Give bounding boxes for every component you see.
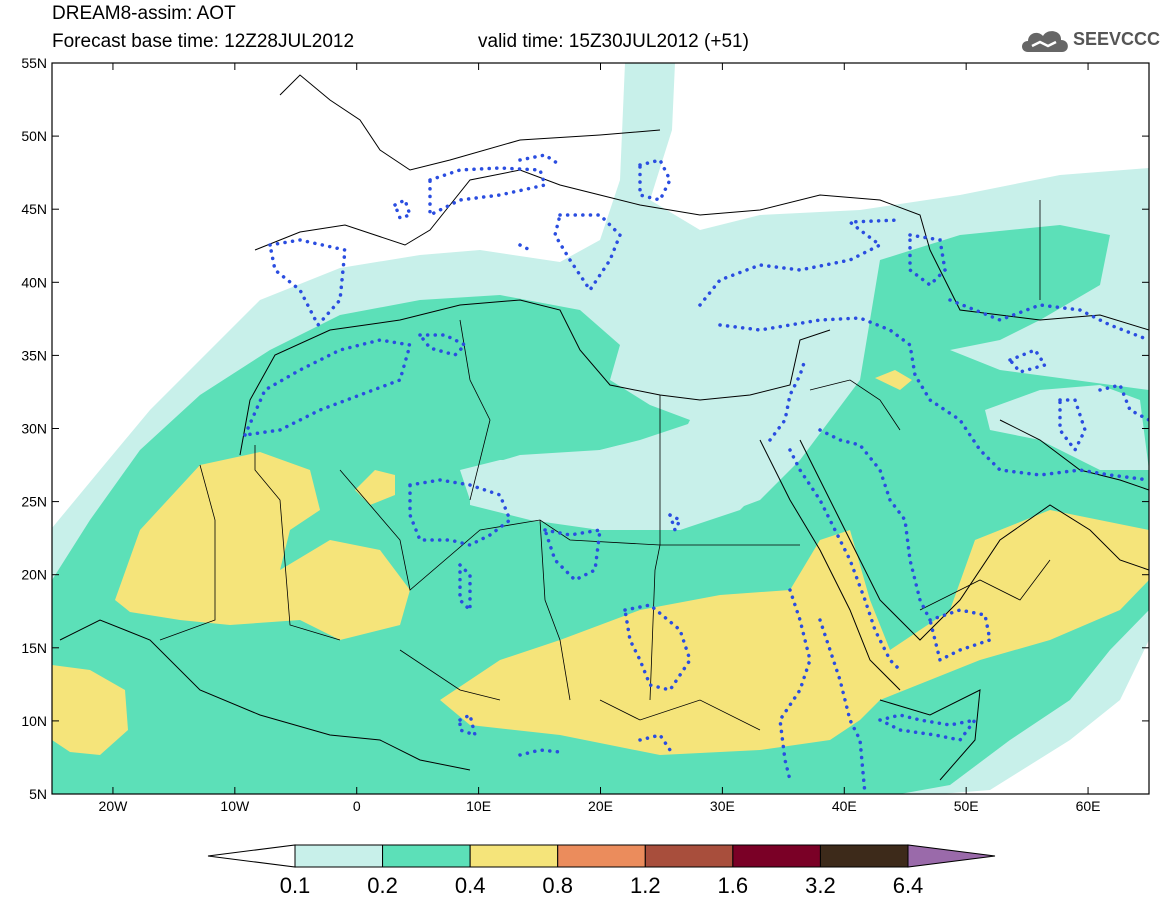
colorbar-label: 0.1 [280, 873, 311, 898]
lat-label: 5N [29, 786, 47, 802]
lat-label: 55N [21, 55, 47, 71]
lon-label: 10W [220, 798, 250, 814]
aot-region-yellow-sahel [440, 510, 1149, 755]
coastlines [59, 74, 1149, 781]
cloud-icon [1022, 31, 1068, 52]
latitude-axis: 55N 50N 45N 40N 35N 30N 25N 20N 15N 10N 5N [21, 55, 1149, 802]
lat-label: 40N [21, 274, 47, 290]
colorbar-swatch [294, 844, 384, 868]
lon-label: 10E [466, 798, 491, 814]
lat-label: 35N [21, 347, 47, 363]
lon-label: 30E [710, 798, 735, 814]
colorbar-swatch [469, 844, 559, 868]
lat-label: 25N [21, 494, 47, 510]
colorbar-label: 3.2 [805, 873, 836, 898]
colorbar-label: 1.2 [630, 873, 661, 898]
seevccc-logo: SEEVCCC [1018, 24, 1161, 56]
colorbar-max-triangle [907, 844, 996, 868]
colorbar-label: 0.4 [455, 873, 486, 898]
logo-text: SEEVCCC [1073, 29, 1161, 49]
aot-fields [52, 63, 1149, 794]
colorbar-label: 1.6 [718, 873, 749, 898]
lat-label: 10N [21, 713, 47, 729]
colorbar-label: 0.8 [542, 873, 573, 898]
colorbar-swatch [382, 844, 471, 868]
colorbar-min-triangle [207, 844, 296, 868]
model-title: DREAM8-assim: AOT [52, 3, 236, 24]
aot-region-yellow-small [355, 470, 395, 505]
lat-label: 30N [21, 421, 47, 437]
longitude-axis: 20W 10W 0 10E 20E 30E 40E 50E 60E [99, 63, 1101, 814]
lon-label: 0 [353, 798, 361, 814]
colorbar-swatch [732, 844, 821, 868]
lon-label: 20W [99, 798, 129, 814]
valid-time: valid time: 15Z30JUL2012 (+51) [478, 31, 749, 52]
lat-label: 45N [21, 201, 47, 217]
lat-label: 20N [21, 567, 47, 583]
aot-region-yellow-iraq [875, 370, 912, 390]
lon-label: 20E [588, 798, 613, 814]
colorbar-swatch [644, 844, 734, 868]
aot-region-yellow-west [115, 452, 410, 640]
colorbar: 0.1 0.2 0.4 0.8 1.2 1.6 3.2 6.4 [207, 844, 996, 898]
forecast-base-time: Forecast base time: 12Z28JUL2012 [52, 31, 355, 52]
aot-dotted-contours [242, 153, 1149, 794]
colorbar-swatch [819, 844, 909, 868]
colorbar-label: 6.4 [893, 873, 924, 898]
aot-region-light-patch [470, 420, 790, 530]
lat-label: 15N [21, 640, 47, 656]
lon-label: 40E [832, 798, 857, 814]
lon-label: 50E [954, 798, 979, 814]
lon-label: 60E [1076, 798, 1101, 814]
colorbar-swatch [557, 844, 646, 868]
colorbar-label: 0.2 [367, 873, 398, 898]
country-borders [159, 200, 1051, 731]
aot-region-light-patch-east [985, 385, 1149, 470]
aot-region-yellow-guinea [52, 665, 128, 755]
lat-label: 50N [21, 128, 47, 144]
